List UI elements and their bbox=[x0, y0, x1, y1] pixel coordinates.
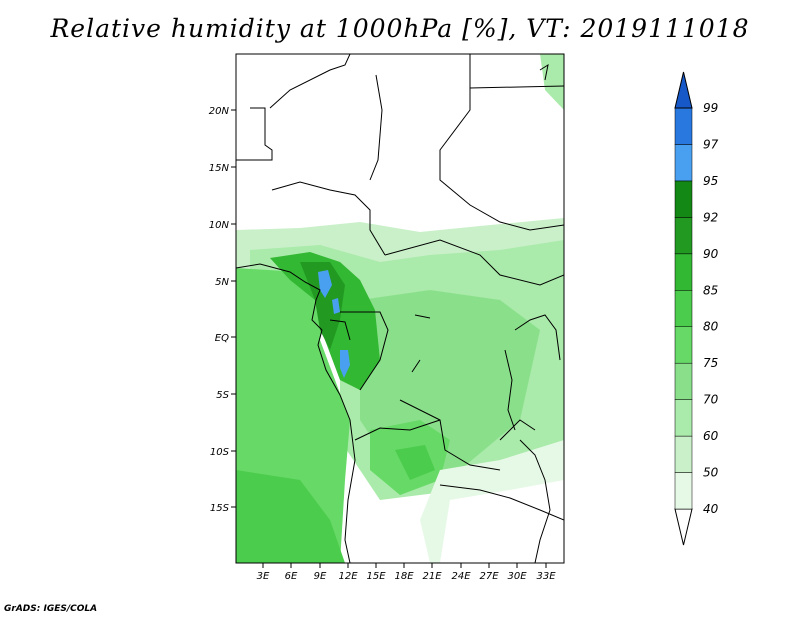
lat-label: EQ bbox=[215, 333, 229, 344]
colorbar-segment bbox=[674, 217, 693, 255]
colorbar-segment bbox=[674, 326, 693, 364]
colorbar-lower-triangle bbox=[674, 508, 693, 546]
humidity-field bbox=[236, 54, 564, 563]
lon-label: 9E bbox=[314, 571, 327, 582]
colorbar-label: 40 bbox=[703, 502, 719, 516]
colorbar-segment bbox=[674, 144, 693, 182]
colorbar-label: 92 bbox=[703, 210, 718, 224]
colorbar-label: 80 bbox=[703, 320, 719, 334]
colorbar-label: 50 bbox=[703, 466, 719, 480]
colorbar-label: 85 bbox=[703, 283, 718, 297]
colorbar-label: 90 bbox=[703, 247, 719, 261]
lon-label: 30E bbox=[507, 571, 527, 582]
lon-label: 24E bbox=[451, 571, 471, 582]
lat-label: 5S bbox=[216, 390, 229, 401]
lat-label: 15S bbox=[210, 503, 230, 514]
colorbar-label: 99 bbox=[703, 101, 718, 115]
lat-label: 20N bbox=[209, 106, 230, 117]
latitude-axis: 20N 15N 10N 5N EQ 5S 10S 15S bbox=[209, 106, 236, 514]
lon-label: 15E bbox=[366, 571, 386, 582]
colorbar-segment bbox=[674, 362, 693, 400]
map-frame bbox=[235, 53, 565, 564]
lon-label: 12E bbox=[338, 571, 358, 582]
colorbar-segment bbox=[674, 253, 693, 291]
chart-title: Relative humidity at 1000hPa [%], VT: 20… bbox=[50, 14, 750, 43]
lon-label: 21E bbox=[422, 571, 442, 582]
colorbar-label: 97 bbox=[703, 137, 719, 151]
colorbar-segment bbox=[674, 107, 693, 145]
longitude-axis: 3E 6E 9E 12E 15E 18E 21E 24E 27E 30E 33E bbox=[257, 563, 556, 582]
colorbar-segment bbox=[674, 290, 693, 327]
colorbar-label: 60 bbox=[703, 429, 719, 443]
lat-label: 10S bbox=[210, 447, 230, 458]
colorbar-upper-triangle bbox=[674, 71, 693, 109]
lon-label: 6E bbox=[285, 571, 298, 582]
lat-label: 10N bbox=[209, 220, 230, 231]
footer-credit: GrADS: IGES/COLA bbox=[4, 604, 98, 614]
lon-label: 33E bbox=[536, 571, 556, 582]
lat-label: 5N bbox=[215, 277, 229, 288]
colorbar-segment bbox=[674, 180, 693, 218]
colorbar-label: 95 bbox=[703, 174, 718, 188]
colorbar: 40 50 60 70 75 80 85 90 92 95 97 99 bbox=[674, 71, 719, 546]
colorbar-segment bbox=[674, 472, 693, 510]
lon-label: 27E bbox=[479, 571, 499, 582]
country-borders bbox=[236, 54, 564, 563]
colorbar-label: 75 bbox=[703, 356, 718, 370]
lon-label: 18E bbox=[394, 571, 414, 582]
colorbar-segment bbox=[674, 399, 693, 437]
lat-label: 15N bbox=[209, 163, 230, 174]
lon-label: 3E bbox=[257, 571, 270, 582]
colorbar-segment bbox=[674, 435, 693, 473]
colorbar-label: 70 bbox=[703, 393, 719, 407]
